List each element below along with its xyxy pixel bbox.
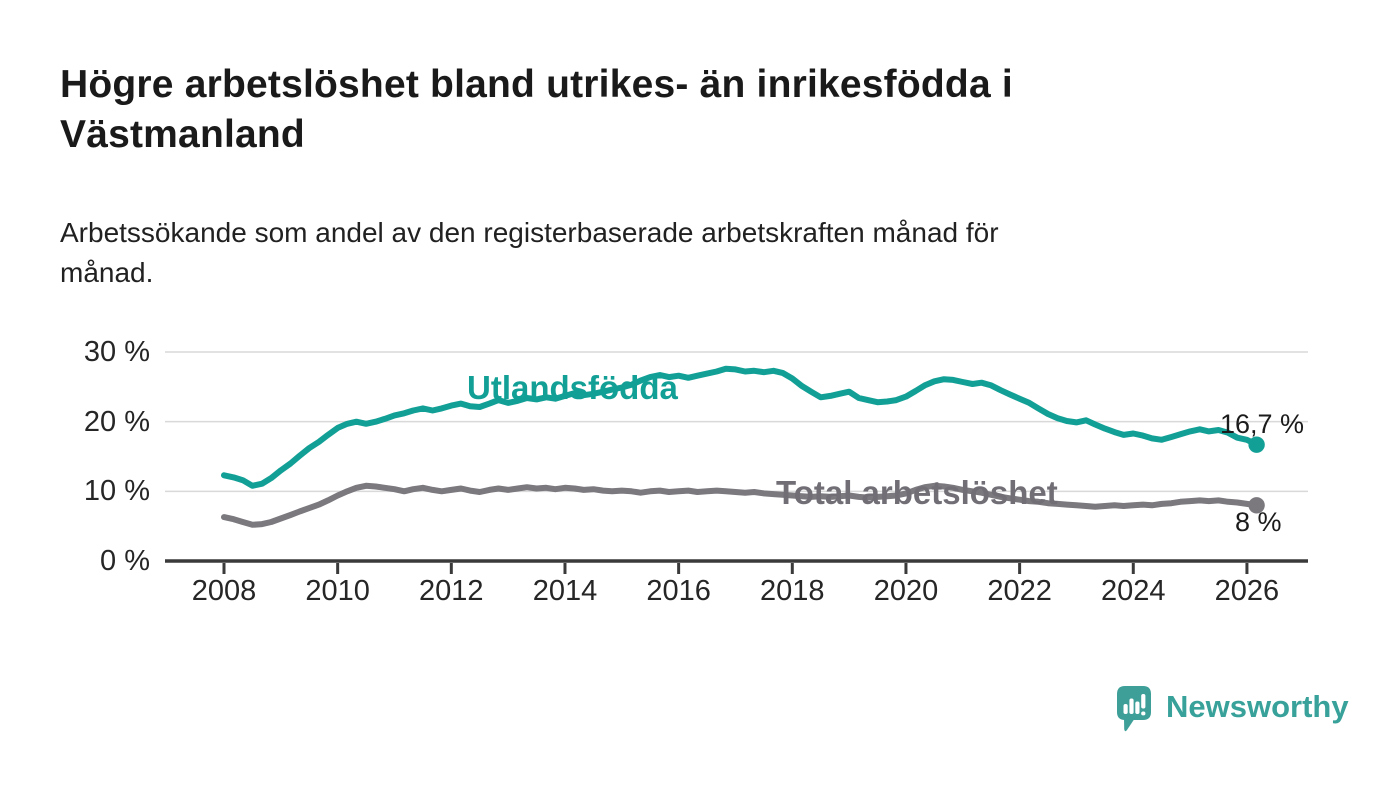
y-axis-tick-label: 0 % xyxy=(100,545,150,577)
series-line-total-arbetsloshet xyxy=(221,482,1260,528)
series-label-utlandsfodda: Utlandsfödda xyxy=(467,369,678,406)
chart-title-line: Högre arbetslöshet bland utrikes- än inr… xyxy=(60,63,1013,106)
x-axis-tick-label: 2020 xyxy=(873,575,939,607)
x-axis-tick-label: 2008 xyxy=(191,575,257,607)
x-axis-tick-label: 2024 xyxy=(1101,575,1166,607)
chart-title-line: Västmanland xyxy=(60,113,305,156)
x-axis-tick-label: 2016 xyxy=(646,575,711,607)
chart-title: Högre arbetslöshet bland utrikes- än inr… xyxy=(60,60,1260,160)
newsworthy-logo-text: Newsworthy xyxy=(1166,689,1349,724)
y-axis-tick-label: 20 % xyxy=(83,406,150,438)
x-axis-tick-label: 2014 xyxy=(532,575,598,607)
x-axis-tick-label: 2012 xyxy=(419,575,484,607)
y-axis-tick-label: 30 % xyxy=(83,336,150,368)
x-axis-tick-label: 2018 xyxy=(760,575,825,607)
chart-subtitle-line: Arbetssökande som andel av den registerb… xyxy=(60,217,999,248)
end-value-label-utlandsfodda: 16,7 % xyxy=(1220,409,1305,439)
series-label-total-arbetsloshet: Total arbetslöshet xyxy=(776,474,1058,511)
y-axis-tick-label: 10 % xyxy=(83,475,150,507)
x-axis-tick-label: 2010 xyxy=(305,575,370,607)
chart-subtitle-line: månad. xyxy=(60,257,154,288)
newsworthy-logo-icon xyxy=(1117,686,1151,732)
series-end-dot-utlandsfodda xyxy=(1248,436,1265,453)
series-line-utlandsfodda xyxy=(221,365,1260,489)
end-value-label-total-arbetsloshet: 8 % xyxy=(1235,507,1282,537)
chart-subtitle: Arbetssökande som andel av den registerb… xyxy=(60,213,1280,293)
x-axis-tick-label: 2022 xyxy=(987,575,1052,607)
x-axis-tick-label: 2026 xyxy=(1214,575,1280,607)
newsworthy-logo[interactable]: Newsworthy xyxy=(1117,686,1349,734)
series-end-dot-total-arbetsloshet xyxy=(1248,497,1265,514)
